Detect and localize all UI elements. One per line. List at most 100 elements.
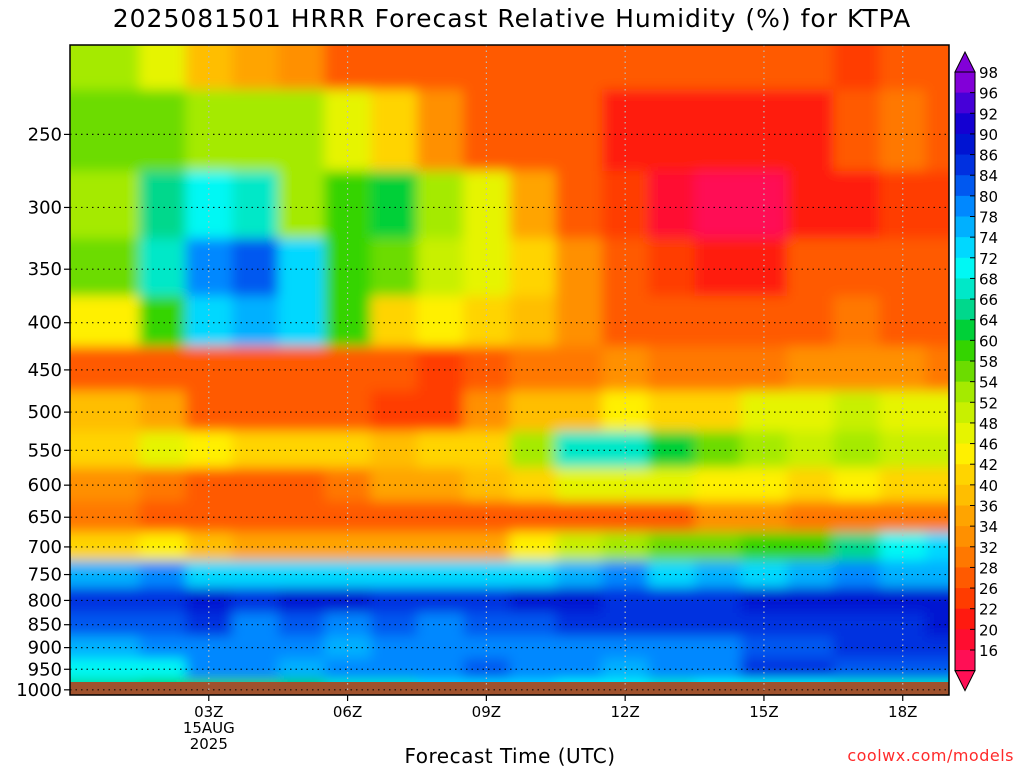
rh-cell: [417, 612, 465, 637]
rh-cell: [139, 89, 187, 172]
rh-cell: [648, 170, 696, 240]
rh-cell: [555, 587, 603, 614]
colorbar-label: 36: [979, 498, 998, 516]
rh-cell: [694, 346, 742, 392]
rh-cell: [70, 89, 141, 172]
rh-cell: [555, 658, 603, 681]
rh-cell: [879, 431, 927, 469]
rh-cell: [231, 170, 279, 240]
rh-cell: [509, 238, 557, 297]
y-tick-label: 550: [28, 440, 62, 461]
y-axis: 2503003504004505005506006507007508008509…: [16, 124, 70, 701]
y-tick-label: 800: [28, 590, 62, 611]
y-tick-label: 350: [28, 259, 62, 280]
rh-cell: [417, 346, 465, 392]
rh-cell: [139, 391, 187, 432]
colorbar-swatch: [955, 505, 975, 527]
rh-cell: [833, 45, 881, 91]
rh-cell: [139, 587, 187, 614]
grid-lines: [70, 45, 949, 695]
rh-cell: [925, 532, 949, 562]
rh-cell: [925, 45, 949, 91]
rh-cell: [509, 45, 557, 91]
rh-cell: [231, 431, 279, 469]
rh-cell: [324, 89, 372, 172]
rh-cell: [787, 467, 835, 502]
rh-cell: [509, 170, 557, 240]
colorbar-swatch: [955, 402, 975, 424]
rh-cell: [879, 89, 927, 172]
rh-cell: [70, 532, 141, 562]
rh-cell: [370, 170, 418, 240]
rh-cell: [324, 431, 372, 469]
rh-cell: [370, 467, 418, 502]
rh-cell: [463, 45, 511, 91]
colorbar-swatch: [955, 484, 975, 506]
rh-cell: [231, 346, 279, 392]
colorbar-swatch: [955, 72, 975, 94]
rh-cell: [231, 612, 279, 637]
rh-cell: [231, 89, 279, 172]
rh-cell: [463, 658, 511, 681]
rh-cell: [370, 532, 418, 562]
rh-cell: [185, 636, 233, 660]
rh-cell: [324, 45, 372, 91]
rh-cell: [370, 45, 418, 91]
rh-cell: [833, 170, 881, 240]
y-tick-label: 700: [28, 537, 62, 558]
rh-cell: [70, 346, 141, 392]
x-tick-label: 12Z: [610, 703, 639, 721]
rh-cell: [417, 296, 465, 348]
rh-cell: [139, 532, 187, 562]
colorbar-label: 66: [979, 291, 998, 309]
colorbar-swatch: [955, 443, 975, 465]
y-tick-label: 650: [28, 507, 62, 528]
rh-cell: [278, 45, 326, 91]
humidity-field: [70, 45, 949, 695]
rh-cell: [833, 296, 881, 348]
rh-cell: [417, 636, 465, 660]
rh-cell: [787, 346, 835, 392]
colorbar-swatch: [955, 216, 975, 238]
rh-cell: [370, 501, 418, 533]
rh-cell: [694, 560, 742, 589]
rh-cell: [370, 431, 418, 469]
chart-title: 2025081501 HRRR Forecast Relative Humidi…: [112, 4, 912, 33]
rh-cell: [509, 89, 557, 172]
rh-cell: [648, 431, 696, 469]
rh-cell: [324, 587, 372, 614]
colorbar-swatch: [955, 278, 975, 300]
colorbar-label: 96: [979, 85, 998, 103]
ground-surface: [70, 682, 949, 695]
colorbar-swatch: [955, 650, 975, 672]
rh-cell: [740, 45, 788, 91]
rh-cell: [463, 89, 511, 172]
rh-cell: [879, 587, 927, 614]
rh-cell: [787, 501, 835, 533]
colorbar-swatch: [955, 154, 975, 176]
rh-cell: [925, 587, 949, 614]
colorbar-label: 32: [979, 539, 998, 557]
rh-cell: [370, 346, 418, 392]
rh-cell: [787, 296, 835, 348]
rh-cell: [694, 587, 742, 614]
rh-cell: [694, 501, 742, 533]
rh-cell: [370, 238, 418, 297]
rh-cell: [139, 658, 187, 681]
rh-cell: [324, 501, 372, 533]
rh-cell: [463, 612, 511, 637]
rh-cell: [787, 560, 835, 589]
rh-cell: [231, 501, 279, 533]
rh-cell: [231, 238, 279, 297]
rh-cell: [139, 45, 187, 91]
rh-cell: [324, 658, 372, 681]
y-tick-label: 450: [28, 360, 62, 381]
colorbar-swatch: [955, 422, 975, 445]
rh-cell: [648, 89, 696, 172]
rh-cell: [509, 296, 557, 348]
rh-cell: [555, 296, 603, 348]
rh-cell: [463, 587, 511, 614]
rh-cell: [648, 636, 696, 660]
